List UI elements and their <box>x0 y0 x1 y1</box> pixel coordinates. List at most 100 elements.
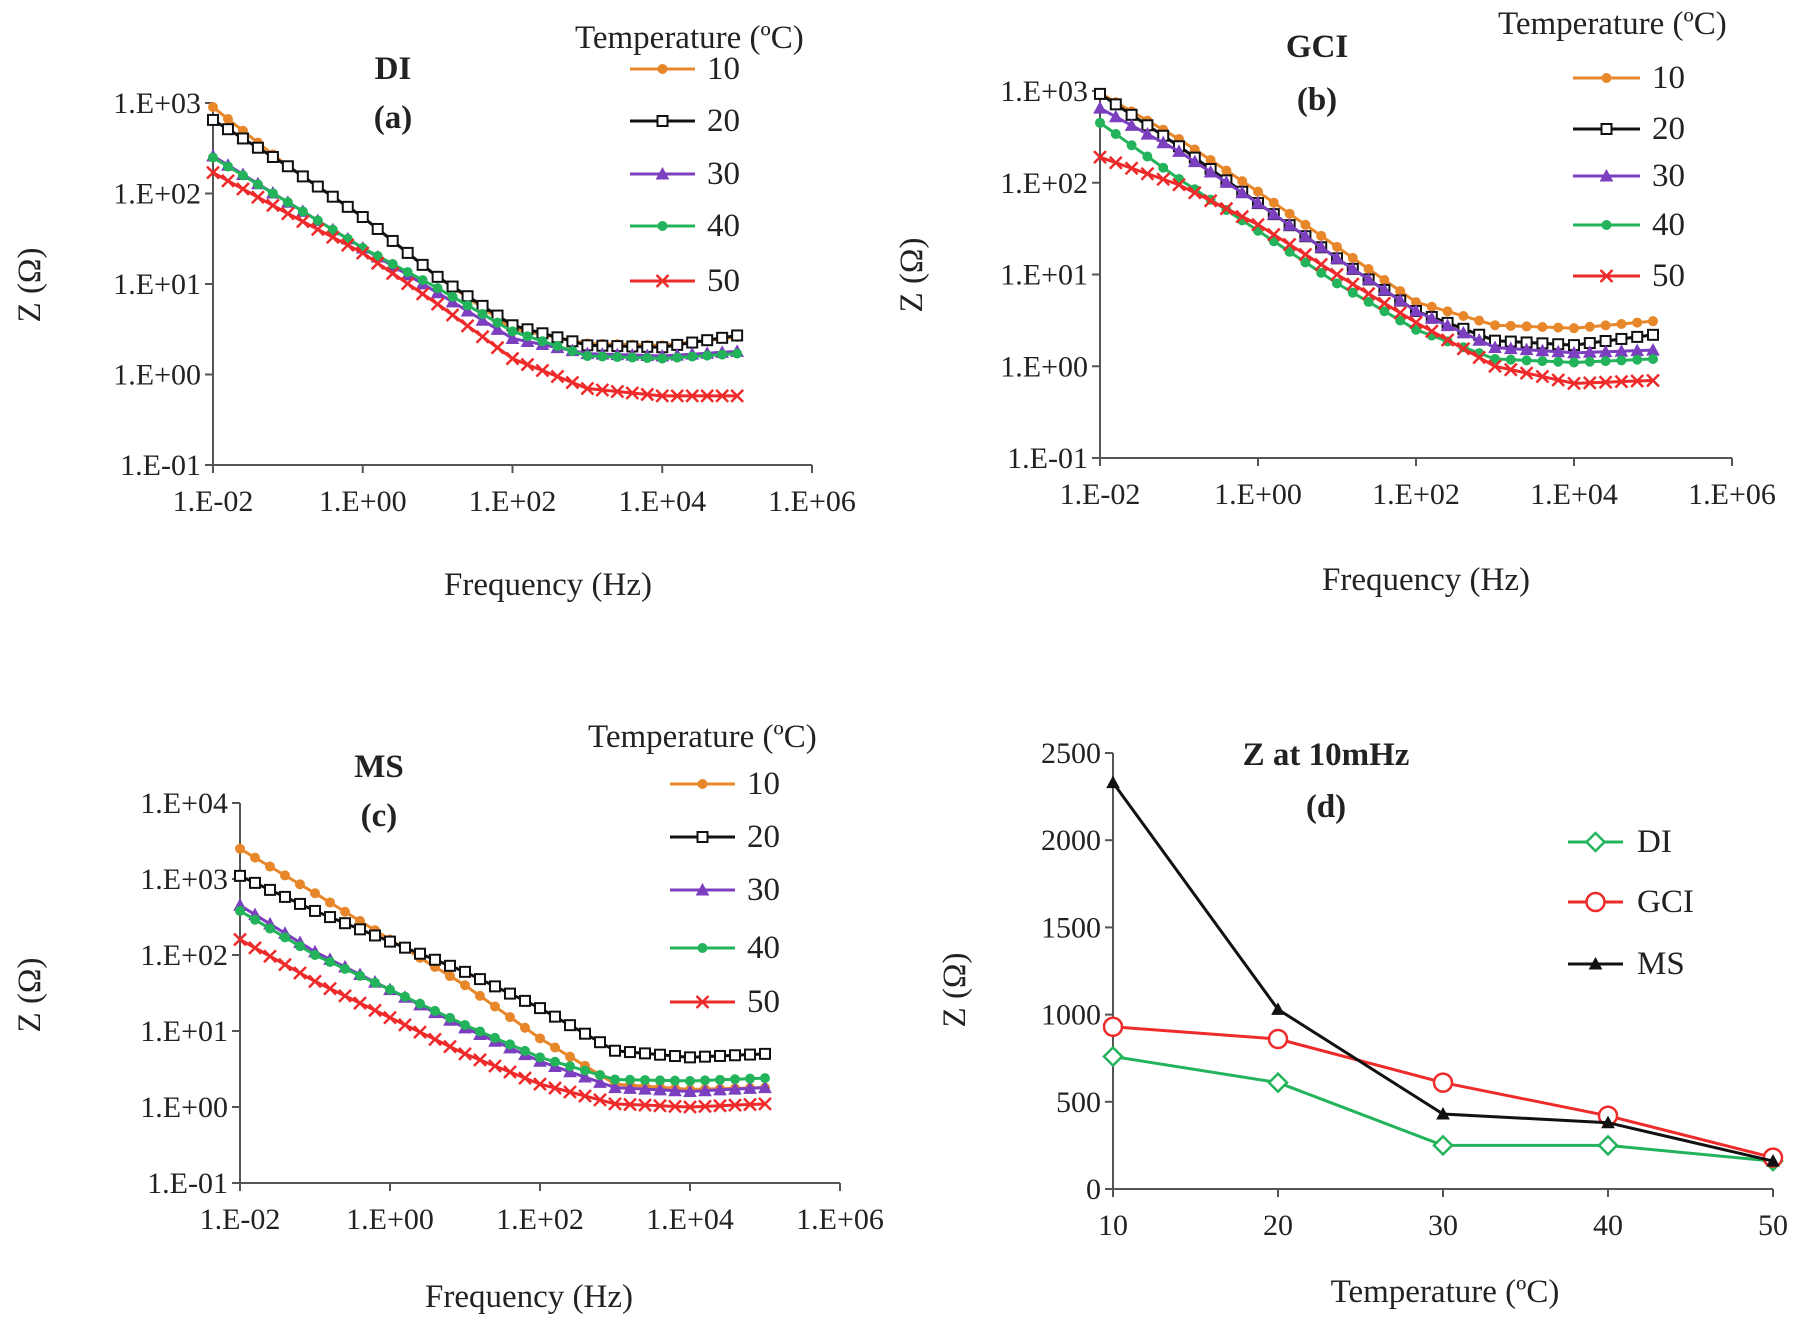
data-point <box>535 1033 545 1044</box>
data-point <box>1300 219 1311 230</box>
y-tick-label: 1.E+01 <box>140 1015 228 1048</box>
data-point <box>1600 356 1611 367</box>
data-point <box>460 1019 470 1030</box>
data-point <box>612 352 623 363</box>
data-point <box>717 349 728 360</box>
y-tick-label: 2000 <box>1041 824 1101 857</box>
data-point <box>595 1070 605 1081</box>
data-point <box>355 970 365 981</box>
data-point <box>670 389 685 403</box>
y-tick-label: 500 <box>1056 1086 1101 1119</box>
data-point <box>732 348 743 359</box>
data-point <box>1632 354 1643 365</box>
data-point <box>474 973 486 986</box>
data-point <box>327 224 338 235</box>
data-point <box>1251 217 1265 232</box>
x-axis-title: Temperature (ºC) <box>1331 1274 1560 1310</box>
data-point <box>355 246 370 260</box>
data-point <box>264 883 276 896</box>
data-point <box>252 179 263 190</box>
data-point <box>281 160 294 173</box>
data-point <box>490 340 505 355</box>
data-point <box>430 297 445 311</box>
data-point <box>1267 1071 1289 1094</box>
x-tick-label: 50 <box>1758 1209 1788 1242</box>
data-point <box>266 198 280 213</box>
data-point <box>518 1071 532 1085</box>
data-point <box>1124 118 1139 131</box>
y-axis-title: Z (Ω) <box>12 248 48 323</box>
series-20 <box>234 869 771 1064</box>
panel-b: 1.E-02 1.E+00 1.E+02 1.E+04 1.E+06 1.E-01 1.E+… <box>894 6 1776 598</box>
data-point <box>1266 207 1281 220</box>
legend-marker <box>655 166 670 180</box>
data-point <box>1282 237 1297 252</box>
data-point <box>1235 185 1250 199</box>
y-tick-label: 1.E+03 <box>1000 75 1088 108</box>
legend-label: 50 <box>1652 258 1685 294</box>
data-point <box>623 1081 637 1094</box>
data-point <box>325 956 335 967</box>
data-point <box>250 914 260 925</box>
data-point <box>293 966 307 980</box>
data-point <box>1314 240 1329 253</box>
data-point <box>309 904 321 917</box>
data-point <box>384 935 396 948</box>
x-tick-label: 1.E+02 <box>1372 478 1460 511</box>
data-point <box>745 1073 755 1084</box>
data-point <box>1632 317 1643 328</box>
data-point <box>323 981 337 996</box>
data-point <box>1298 229 1313 242</box>
data-point <box>1377 282 1392 296</box>
data-point <box>522 331 533 342</box>
series-50 <box>233 932 772 1114</box>
data-point <box>1648 316 1658 327</box>
data-point <box>353 996 367 1010</box>
legend-marker <box>1584 831 1607 853</box>
data-point <box>251 141 264 154</box>
data-point <box>625 386 640 400</box>
data-point <box>642 353 653 364</box>
data-point <box>279 890 291 903</box>
data-point <box>1316 267 1327 278</box>
data-point <box>1616 355 1627 366</box>
series-40 <box>208 152 743 364</box>
x-tick-label: 30 <box>1428 1209 1458 1242</box>
data-point <box>744 1048 756 1061</box>
data-point <box>1553 356 1564 367</box>
y-tick-label: 1.E-01 <box>1007 442 1088 475</box>
legend-label: GCI <box>1637 884 1694 920</box>
data-point <box>1424 311 1439 324</box>
data-point <box>624 1046 636 1059</box>
data-point <box>297 206 308 217</box>
y-tick-label: 1.E+00 <box>1000 350 1088 383</box>
data-point <box>1490 320 1500 331</box>
data-point <box>1219 201 1234 216</box>
data-point <box>310 222 325 237</box>
data-point <box>685 389 700 403</box>
data-point <box>1490 353 1500 364</box>
data-point <box>490 1001 500 1012</box>
data-point <box>325 897 335 908</box>
data-point <box>249 876 261 889</box>
data-point <box>460 318 475 333</box>
data-point <box>563 1085 577 1099</box>
data-point <box>459 965 471 978</box>
data-point <box>668 1083 682 1097</box>
data-point <box>462 300 473 311</box>
legend-label: 10 <box>707 51 740 87</box>
panel-title: DI <box>375 51 412 87</box>
data-point <box>1345 261 1360 275</box>
legend-marker <box>695 995 710 1009</box>
data-point <box>488 1059 502 1073</box>
data-point <box>1345 277 1360 291</box>
data-point <box>222 113 233 124</box>
legend-label: 20 <box>1652 111 1685 147</box>
x-axis-title: Frequency (Hz) <box>444 567 652 603</box>
data-point <box>1108 109 1123 123</box>
data-point <box>460 304 475 317</box>
data-point <box>608 1080 622 1094</box>
data-point <box>1436 1106 1450 1120</box>
x-tick-label: 1.E+02 <box>496 1203 584 1236</box>
legend-marker <box>1601 220 1612 230</box>
